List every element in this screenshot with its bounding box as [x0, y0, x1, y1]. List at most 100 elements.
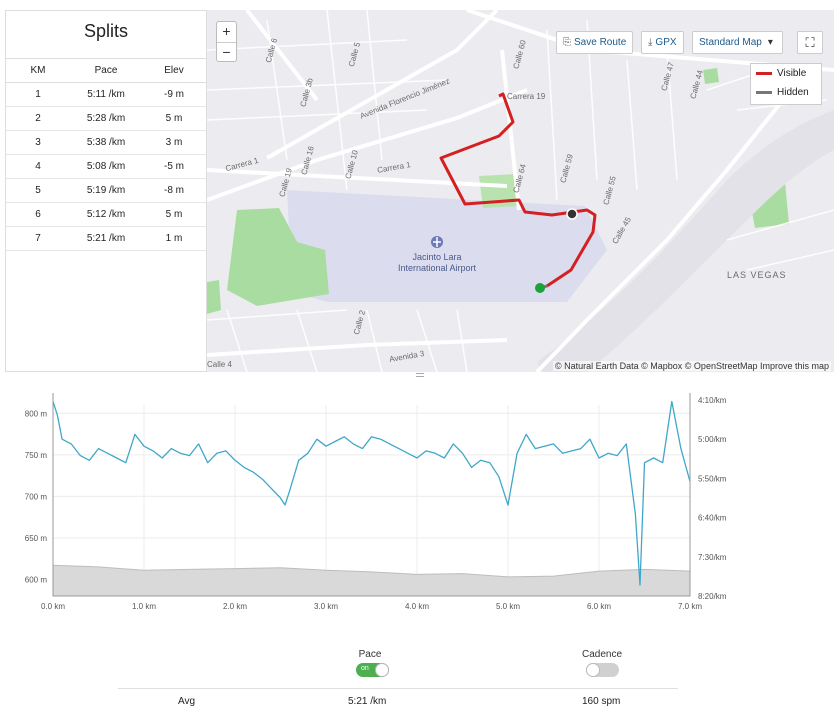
y-right-tick-label: 6:40/km [698, 514, 727, 523]
split-pace: 5:08 /km [70, 154, 142, 179]
table-row[interactable]: 4 5:08 /km -5 m [6, 154, 206, 179]
split-elev: -5 m [142, 154, 206, 179]
route-legend: Visible Hidden [750, 63, 822, 105]
place-label: LAS VEGAS [727, 270, 787, 280]
x-tick-label: 0.0 km [41, 602, 65, 611]
y-right-tick-label: 4:10/km [698, 396, 727, 405]
splits-header-row: KM Pace Elev [6, 58, 206, 83]
table-row[interactable]: 7 5:21 /km 1 m [6, 226, 206, 251]
split-elev: 1 m [142, 226, 206, 251]
street-label: Calle 4 [207, 360, 232, 369]
major-roads [207, 10, 834, 372]
avg-cadence-value: 160 spm [582, 696, 621, 707]
zoom-out-button[interactable]: − [217, 42, 236, 62]
elevation-area [52, 564, 691, 597]
split-km: 4 [6, 154, 70, 179]
split-elev: -9 m [142, 82, 206, 107]
split-km: 3 [6, 130, 70, 155]
splits-panel: Splits KM Pace Elev 1 5:11 /km -9 m 2 5:28 … [5, 10, 207, 372]
y-left-tick-label: 600 m [25, 575, 48, 584]
elevation-series [52, 564, 691, 597]
finish-flag-icon[interactable] [566, 208, 578, 220]
cadence-toggle[interactable] [586, 663, 619, 677]
x-tick-label: 7.0 km [678, 602, 702, 611]
averages-divider [118, 688, 678, 689]
elevation-pace-chart[interactable]: 0.0 km 1.0 km 2.0 km 3.0 km 4.0 km 5.0 km 6.0 … [0, 378, 838, 618]
route-map[interactable]: Avenida Florencio Jiménez Carrera 1 Carr… [207, 10, 834, 372]
start-marker[interactable] [535, 283, 545, 293]
download-icon: ⤓ [648, 37, 653, 48]
legend-swatch [756, 72, 772, 75]
y-right-tick-label: 5:00/km [698, 435, 727, 444]
y-left-tick-label: 700 m [25, 492, 48, 501]
split-km: 7 [6, 226, 70, 251]
split-pace: 5:28 /km [70, 106, 142, 131]
y-right-tick-label: 7:30/km [698, 553, 727, 562]
fullscreen-button[interactable]: ⛶ [797, 31, 823, 54]
pace-toggle-label: Pace [358, 649, 382, 660]
street-label: Carrera 19 [507, 92, 546, 101]
y-left-tick-label: 750 m [25, 451, 48, 460]
valley-area [537, 110, 834, 372]
zoom-in-button[interactable]: + [222, 23, 231, 39]
split-pace: 5:21 /km [70, 226, 142, 251]
y-left-tick-label: 650 m [25, 534, 48, 543]
table-row[interactable]: 2 5:28 /km 5 m [6, 106, 206, 131]
splits-table: KM Pace Elev 1 5:11 /km -9 m 2 5:28 /km 5 m … [6, 58, 206, 251]
x-tick-label: 6.0 km [587, 602, 611, 611]
pace-series[interactable] [52, 400, 691, 586]
x-tick-label: 2.0 km [223, 602, 247, 611]
table-row[interactable]: 3 5:38 /km 3 m [6, 130, 206, 155]
x-tick-label: 3.0 km [314, 602, 338, 611]
col-header-km: KM [6, 58, 70, 83]
toggle-knob [375, 663, 389, 677]
caret-down-icon: ▾ [767, 37, 773, 48]
park-area [227, 208, 329, 306]
park-area [207, 280, 221, 314]
y-left-tick-label: 800 m [25, 409, 48, 418]
split-elev: 5 m [142, 106, 206, 131]
y-right-tick-label: 5:50/km [698, 474, 727, 483]
col-header-elev: Elev [142, 58, 206, 83]
save-route-icon: ⎘ [563, 37, 571, 48]
zoom-control: + − [216, 21, 237, 62]
split-pace: 5:19 /km [70, 178, 142, 203]
split-elev: -8 m [142, 178, 206, 203]
split-pace: 5:38 /km [70, 130, 142, 155]
avg-label: Avg [178, 696, 196, 707]
legend-item-hidden: Hidden [751, 83, 821, 102]
table-row[interactable]: 6 5:12 /km 5 m [6, 202, 206, 227]
table-row[interactable]: 5 5:19 /km -8 m [6, 178, 206, 203]
map-attribution[interactable]: © Natural Earth Data © Mapbox © OpenStre… [552, 361, 831, 371]
split-elev: 3 m [142, 130, 206, 155]
split-km: 1 [6, 82, 70, 107]
legend-item-visible: Visible [751, 64, 821, 83]
toggle-knob [586, 663, 600, 677]
split-km: 5 [6, 178, 70, 203]
route-visible[interactable] [439, 92, 597, 288]
x-tick-label: 5.0 km [496, 602, 520, 611]
chart-axes: 0.0 km 1.0 km 2.0 km 3.0 km 4.0 km 5.0 km 6.0 … [25, 393, 727, 611]
split-pace: 5:11 /km [70, 82, 142, 107]
col-header-pace: Pace [70, 58, 142, 83]
park-area [703, 68, 719, 84]
save-route-button[interactable]: ⎘ Save Route [556, 31, 634, 54]
cadence-toggle-label: Cadence [581, 649, 623, 660]
map-canvas[interactable] [207, 10, 834, 372]
split-elev: 5 m [142, 202, 206, 227]
gpx-button[interactable]: ⤓ GPX [641, 31, 684, 54]
map-style-select[interactable]: Standard Map ▾ [692, 31, 783, 54]
split-km: 6 [6, 202, 70, 227]
panel-resize-handle[interactable] [5, 372, 834, 378]
x-tick-label: 1.0 km [132, 602, 156, 611]
expand-icon: ⛶ [805, 35, 815, 50]
y-right-tick-label: 8:20/km [698, 592, 727, 601]
pace-toggle[interactable]: on [356, 663, 389, 677]
splits-title: Splits [83, 21, 128, 41]
pace-line[interactable] [52, 400, 691, 586]
legend-swatch [756, 91, 772, 94]
table-row[interactable]: 1 5:11 /km -9 m [6, 82, 206, 107]
split-km: 2 [6, 106, 70, 131]
avg-pace-value: 5:21 /km [348, 696, 387, 707]
split-pace: 5:12 /km [70, 202, 142, 227]
